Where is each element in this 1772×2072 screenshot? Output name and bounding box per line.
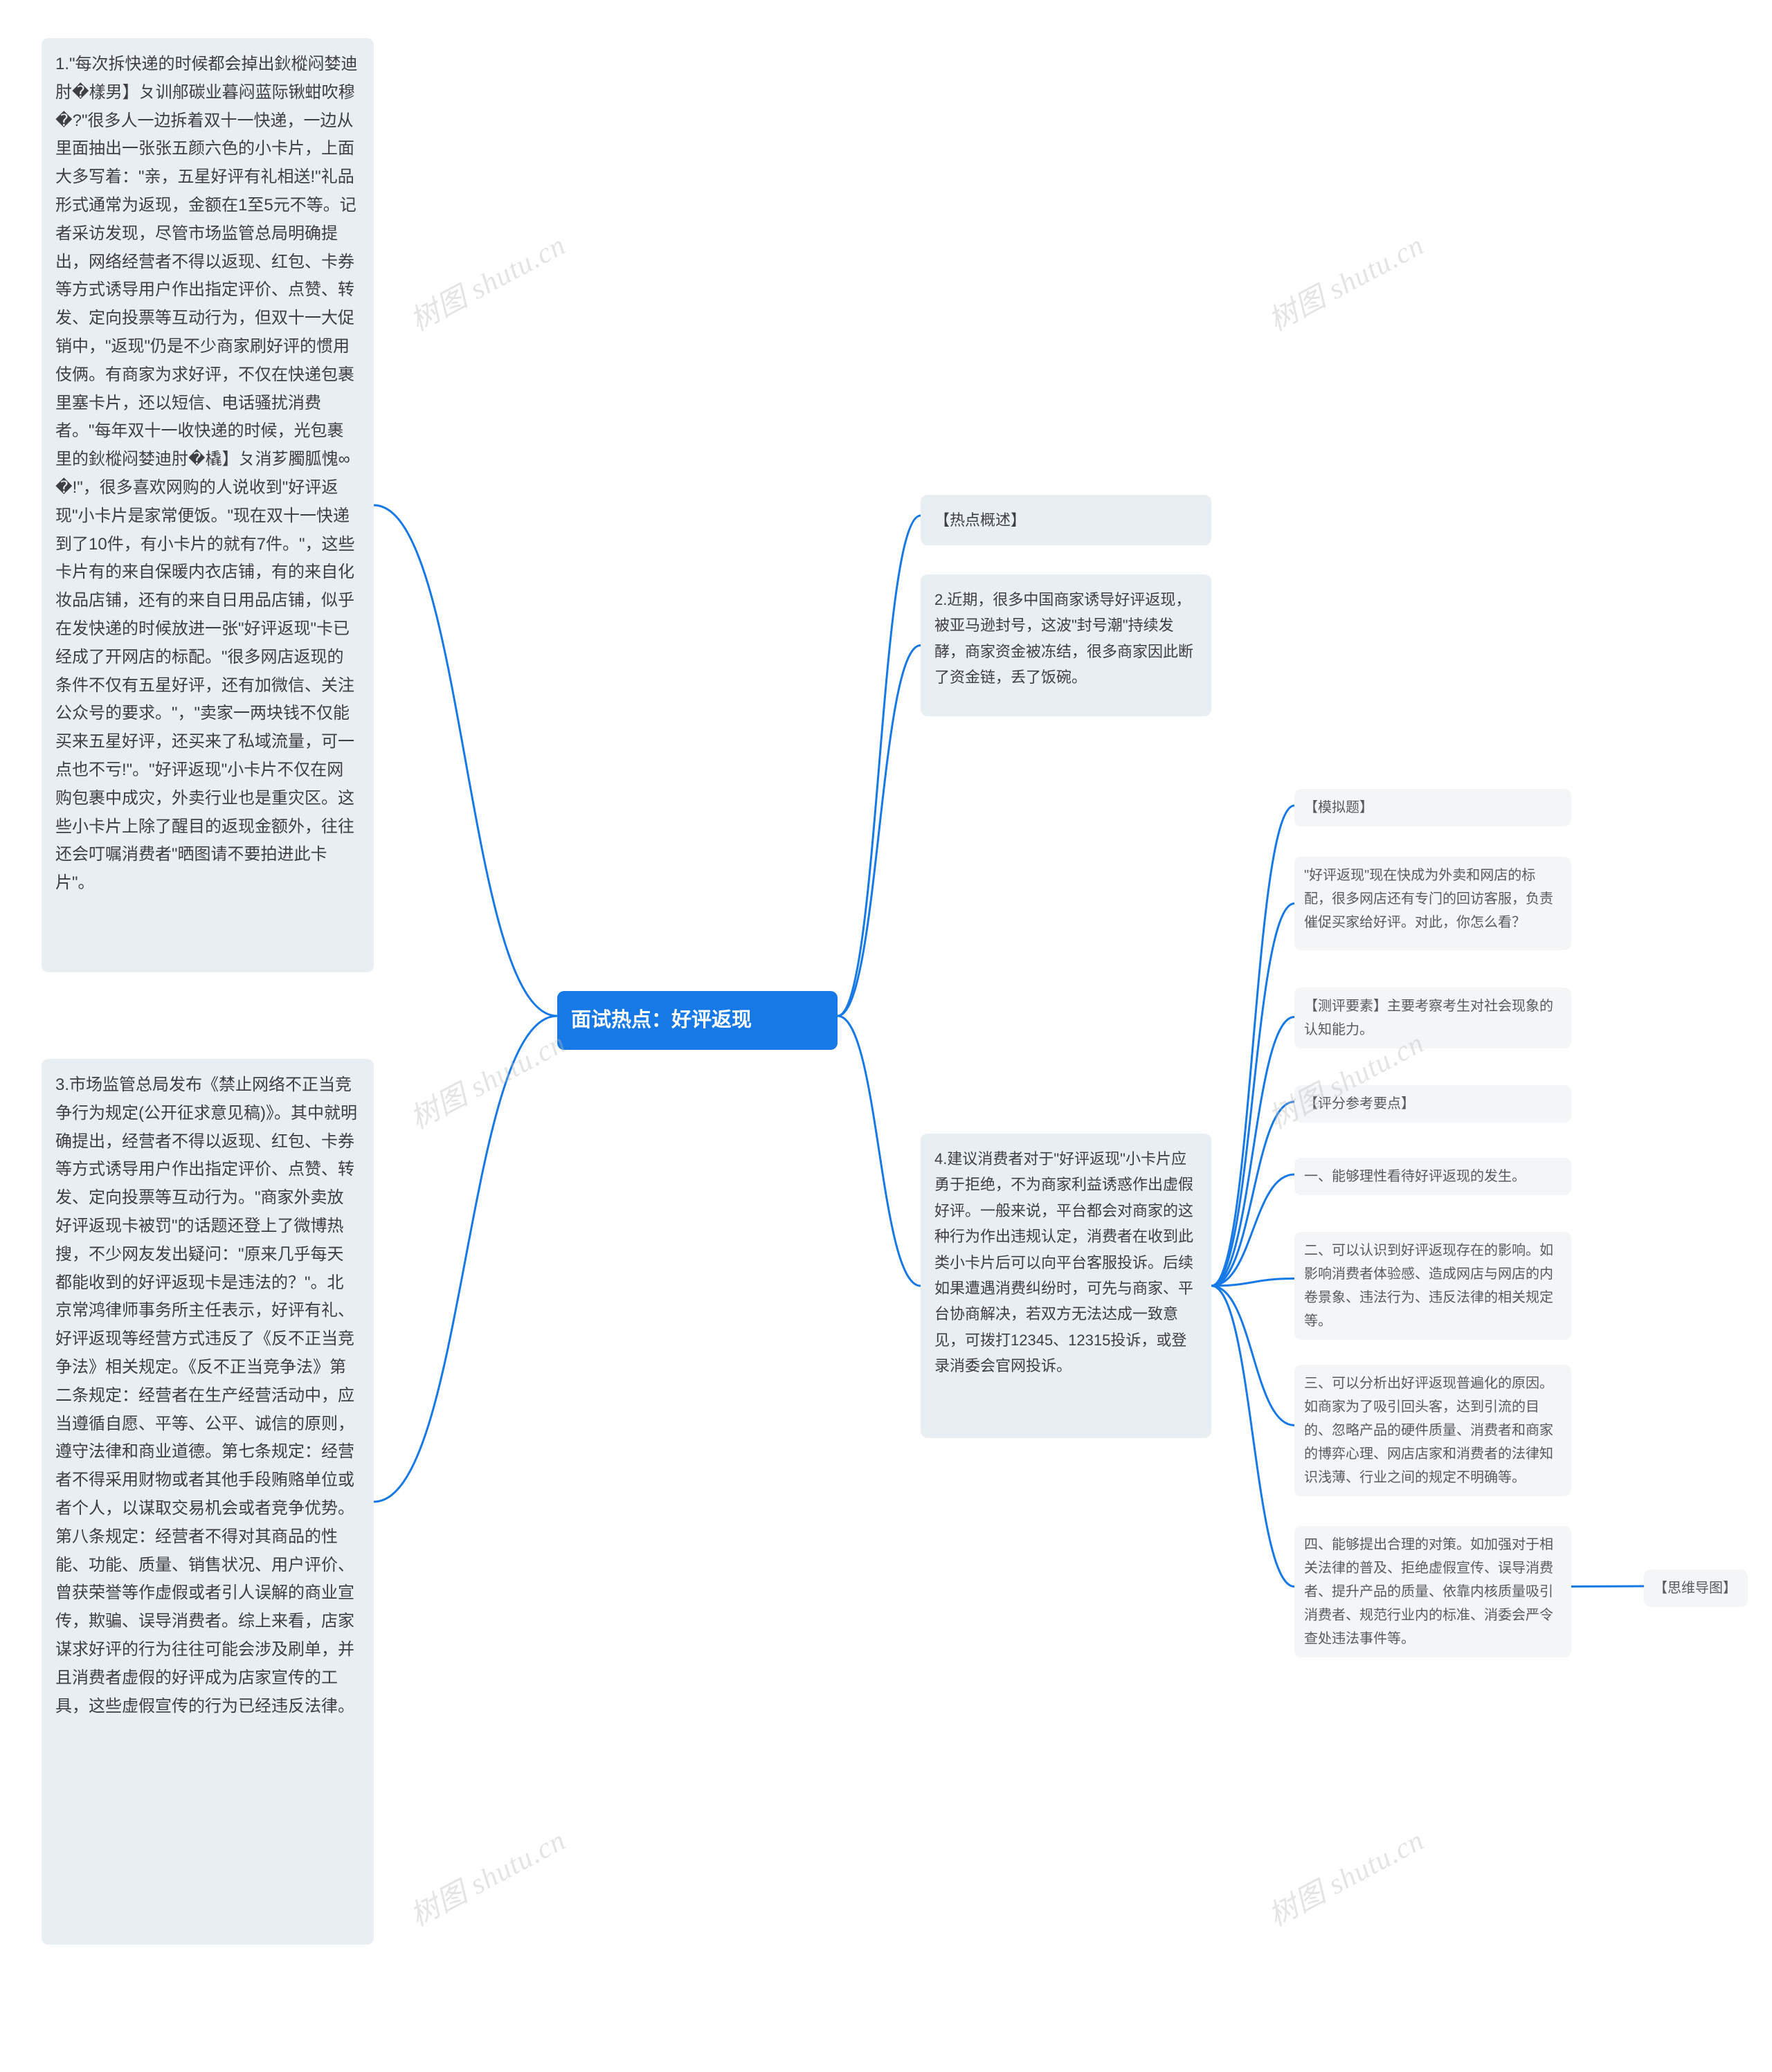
mindmap-node: 【思维导图】 — [1644, 1570, 1748, 1607]
mindmap-node: "好评返现"现在快成为外卖和网店的标配，很多网店还有专门的回访客服，负责催促买家… — [1294, 857, 1571, 950]
watermark: 树图 shutu.cn — [1260, 222, 1430, 340]
mindmap-node: 【模拟题】 — [1294, 789, 1571, 826]
mindmap-node: 面试热点：好评返现 — [557, 991, 838, 1050]
mindmap-node: 四、能够提出合理的对策。如加强对于相关法律的普及、拒绝虚假宣传、误导消费者、提升… — [1294, 1526, 1571, 1657]
watermark: 树图 shutu.cn — [401, 222, 572, 340]
watermark: 树图 shutu.cn — [1260, 1817, 1430, 1935]
mindmap-node: 1."每次拆快递的时候都会掉出鈥樅闷婪迪肘�樣男】ㄆ训郍碳业暮闷蓝际锹蚶吹穆�?… — [42, 38, 374, 972]
mindmap-node: 2.近期，很多中国商家诱导好评返现，被亚马逊封号，这波"封号潮"持续发酵，商家资… — [921, 574, 1211, 716]
mindmap-node: 【测评要素】主要考察考生对社会现象的认知能力。 — [1294, 988, 1571, 1048]
mindmap-node: 二、可以认识到好评返现存在的影响。如影响消费者体验感、造成网店与网店的内卷景象、… — [1294, 1232, 1571, 1340]
watermark: 树图 shutu.cn — [401, 1020, 572, 1138]
mindmap-canvas: 面试热点：好评返现 1."每次拆快递的时候都会掉出鈥樅闷婪迪肘�樣男】ㄆ训郍碳业暮… — [0, 0, 1772, 2072]
mindmap-node: 三、可以分析出好评返现普遍化的原因。如商家为了吸引回头客，达到引流的目的、忽略产… — [1294, 1365, 1571, 1496]
mindmap-node: 【热点概述】 — [921, 495, 1211, 545]
mindmap-node: 一、能够理性看待好评返现的发生。 — [1294, 1158, 1571, 1195]
watermark: 树图 shutu.cn — [401, 1817, 572, 1935]
mindmap-node: 【评分参考要点】 — [1294, 1085, 1571, 1123]
mindmap-node: 4.建议消费者对于"好评返现"小卡片应勇于拒绝，不为商家利益诱惑作出虚假好评。一… — [921, 1134, 1211, 1438]
mindmap-node: 3.市场监管总局发布《禁止网络不正当竞争行为规定(公开征求意见稿)》。其中就明确… — [42, 1059, 374, 1945]
